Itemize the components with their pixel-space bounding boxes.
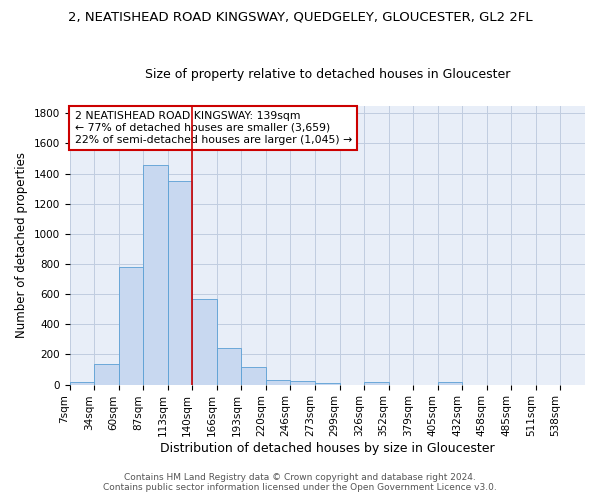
Text: Contains HM Land Registry data © Crown copyright and database right 2024.
Contai: Contains HM Land Registry data © Crown c…	[103, 473, 497, 492]
Bar	[315, 383, 340, 384]
Bar	[119, 267, 143, 384]
Bar	[438, 382, 462, 384]
Title: Size of property relative to detached houses in Gloucester: Size of property relative to detached ho…	[145, 68, 510, 81]
Text: 2 NEATISHEAD ROAD KINGSWAY: 139sqm
← 77% of detached houses are smaller (3,659)
: 2 NEATISHEAD ROAD KINGSWAY: 139sqm ← 77%…	[74, 112, 352, 144]
Bar	[168, 181, 192, 384]
Bar	[70, 382, 94, 384]
Bar	[241, 368, 266, 384]
Bar	[94, 364, 119, 384]
Bar	[266, 380, 290, 384]
Bar	[217, 348, 241, 385]
Bar	[364, 382, 389, 384]
X-axis label: Distribution of detached houses by size in Gloucester: Distribution of detached houses by size …	[160, 442, 494, 455]
Bar	[192, 298, 217, 384]
Text: 2, NEATISHEAD ROAD KINGSWAY, QUEDGELEY, GLOUCESTER, GL2 2FL: 2, NEATISHEAD ROAD KINGSWAY, QUEDGELEY, …	[68, 10, 532, 23]
Bar	[290, 381, 315, 384]
Bar	[143, 164, 168, 384]
Y-axis label: Number of detached properties: Number of detached properties	[15, 152, 28, 338]
